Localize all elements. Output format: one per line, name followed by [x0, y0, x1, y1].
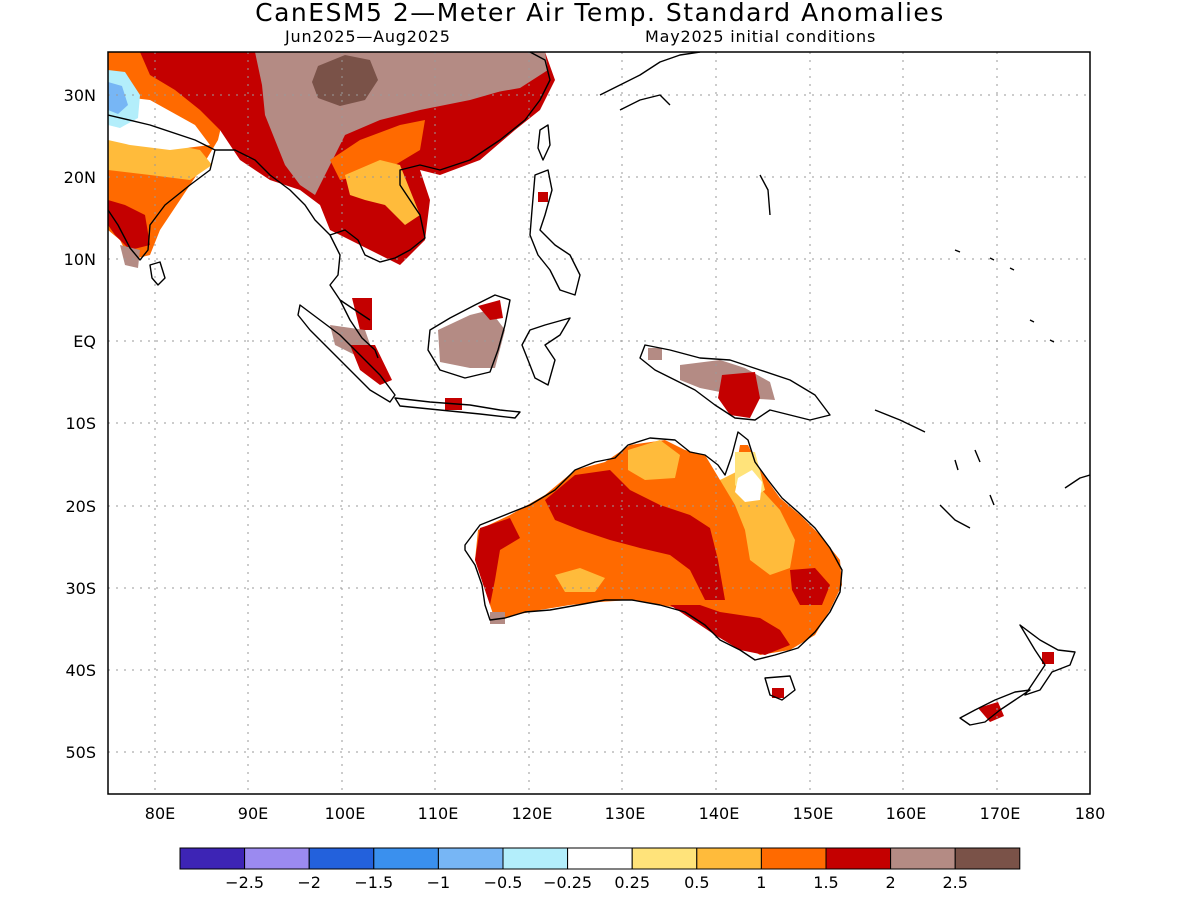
lon-label: 180 — [1075, 804, 1106, 823]
anomaly-fill-layer — [108, 52, 1054, 722]
anomaly-region-nz-south — [978, 702, 1004, 722]
lon-label: 110E — [418, 804, 459, 823]
lat-label: 50S — [65, 743, 96, 762]
colorbar-label: −0.25 — [543, 873, 592, 892]
anomaly-region-australia-white — [735, 470, 762, 502]
map-title: CanESM5 2—Meter Air Temp. Standard Anoma… — [255, 0, 945, 27]
colorbar: −2.5 −2 −1.5 −1 −0.5 −0.25 0.25 0.5 1 1.5 2 2.5 — [179, 847, 1021, 892]
colorbar-swatch — [373, 847, 439, 870]
colorbar-label: 2 — [886, 873, 896, 892]
lon-label: 140E — [699, 804, 740, 823]
anomaly-region-borneo-tan — [438, 310, 505, 368]
anomaly-region-australia-inland-yellow — [555, 568, 605, 592]
lat-label: 20S — [65, 497, 96, 516]
anomaly-region-tasmania — [772, 688, 784, 698]
lat-label: 40S — [65, 661, 96, 680]
colorbar-swatch — [890, 847, 956, 870]
colorbar-label: −0.5 — [484, 873, 523, 892]
colorbar-swatch — [502, 847, 569, 870]
anomaly-region-india-tan — [120, 245, 140, 268]
anomaly-region-australia-red-center — [545, 470, 725, 600]
anomaly-region-india-light — [108, 140, 212, 180]
initial-conditions: May2025 initial conditions — [645, 27, 877, 46]
anomaly-region-australia-red-se — [670, 605, 790, 655]
lat-label: 30S — [65, 579, 96, 598]
colorbar-label: 1 — [756, 873, 766, 892]
coastlines — [108, 52, 1090, 726]
colorbar-label: −1.5 — [354, 873, 393, 892]
colorbar-swatch — [631, 847, 698, 870]
colorbar-swatch — [179, 847, 246, 870]
anomaly-region-australia-red-east — [790, 568, 830, 605]
lon-label: 80E — [145, 804, 175, 823]
anomaly-region-borneo-red — [478, 300, 503, 320]
lon-label: 90E — [238, 804, 268, 823]
anomaly-region-india-red — [108, 200, 150, 250]
colorbar-label: −2 — [297, 873, 321, 892]
colorbar-label: 2.5 — [942, 873, 967, 892]
lon-label: 160E — [886, 804, 927, 823]
forecast-period: Jun2025—Aug2025 — [285, 27, 451, 46]
anomaly-region-australia-top-yellow — [628, 440, 680, 480]
anomaly-region-china-orange — [330, 120, 425, 180]
lon-label: 150E — [793, 804, 834, 823]
anomaly-region-philippines — [538, 192, 548, 202]
colorbar-label: 1.5 — [813, 873, 838, 892]
longitude-labels: 80E 90E 100E 110E 120E 130E 140E 150E 16… — [145, 804, 1106, 823]
colorbar-swatch — [825, 847, 892, 870]
colorbar-swatch — [437, 847, 504, 870]
anomaly-region-australia-red-west — [475, 518, 520, 605]
anomaly-region-tibet-brown — [312, 55, 378, 106]
lon-label: 170E — [980, 804, 1021, 823]
colorbar-swatch — [244, 847, 310, 870]
colorbar-label: 0.25 — [614, 873, 650, 892]
anomaly-region-indochina-orange — [345, 160, 420, 225]
colorbar-label: −1 — [427, 873, 451, 892]
latitude-labels: 30N 20N 10N EQ 10S 20S 30S 40S 50S — [64, 86, 96, 762]
colorbar-label: −2.5 — [225, 873, 264, 892]
anomaly-region-new-guinea-tan-2 — [648, 348, 662, 360]
lat-label: 30N — [64, 86, 96, 105]
lon-label: 100E — [325, 804, 366, 823]
colorbar-label: 0.5 — [684, 873, 709, 892]
anomaly-region-new-guinea-red — [718, 372, 760, 418]
colorbar-swatch — [567, 847, 633, 870]
map-frame — [107, 51, 1091, 795]
lat-label: EQ — [73, 332, 96, 351]
colorbar-swatch — [760, 847, 827, 870]
lat-label: 20N — [64, 168, 96, 187]
lon-label: 120E — [512, 804, 553, 823]
anomaly-region-australia-sw-tan — [490, 612, 505, 624]
colorbar-swatch — [308, 847, 375, 870]
colorbar-swatch — [696, 847, 762, 870]
lon-label: 130E — [605, 804, 646, 823]
anomaly-region-india-blue — [108, 82, 128, 114]
anomaly-region-south-china-tan — [440, 52, 548, 95]
lat-label: 10S — [65, 414, 96, 433]
anomaly-region-australia-light — [720, 470, 795, 575]
colorbar-swatch — [954, 847, 1021, 870]
anomaly-region-nz-north — [1042, 652, 1054, 664]
lat-label: 10N — [64, 250, 96, 269]
